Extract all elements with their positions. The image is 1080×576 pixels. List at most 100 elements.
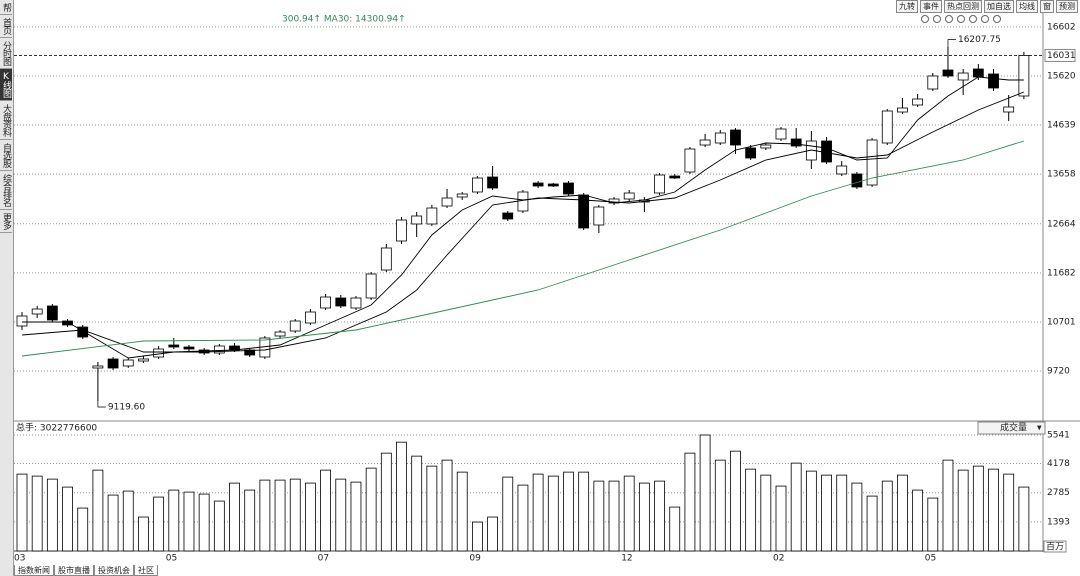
candle-body	[138, 358, 149, 362]
volume-bar	[699, 434, 711, 552]
y-tick-label: 14639	[1047, 121, 1076, 131]
volume-bar	[836, 474, 848, 552]
candle-body	[153, 348, 165, 358]
sidebar-tab[interactable]: 自选股	[0, 140, 12, 171]
tool-icon	[981, 15, 989, 23]
volume-bar	[274, 479, 286, 552]
candle-body	[897, 107, 908, 113]
candle-body	[654, 174, 665, 194]
bottom-tab[interactable]: 社区	[134, 565, 158, 576]
sidebar-tab[interactable]: 分时图	[0, 38, 12, 69]
candle-body	[380, 247, 392, 271]
volume-bar	[730, 450, 741, 552]
candle-body	[517, 191, 529, 212]
candle-body	[699, 139, 711, 146]
sidebar-tab[interactable]: 综合排名	[0, 171, 12, 210]
candle-body	[213, 345, 225, 354]
volume-bar	[912, 489, 924, 552]
volume-bar	[122, 490, 134, 552]
bottom-tabs: 指数新闻 股市直播 投资机会 社区	[14, 565, 158, 576]
candle-body	[881, 110, 893, 144]
tool-icon	[993, 15, 1001, 23]
candle-body	[471, 177, 483, 193]
y-tick-label: 10701	[1047, 317, 1076, 327]
volume-bar	[972, 465, 984, 552]
toolbar-button[interactable]: 窗	[1040, 0, 1054, 13]
candle-body	[760, 144, 772, 149]
volume-bar	[790, 462, 802, 552]
volume-bar	[213, 500, 225, 552]
candle-body	[168, 344, 180, 348]
bottom-tab[interactable]: 股市直播	[54, 565, 94, 576]
toolbar-button[interactable]: 加自选	[984, 0, 1014, 13]
volume-bar	[62, 486, 73, 552]
volume-bar	[1003, 473, 1015, 552]
y-tick-label: 16602	[1047, 22, 1076, 32]
candle-body	[942, 69, 954, 77]
toolbar-button[interactable]: 均线	[1016, 0, 1038, 13]
volume-bar	[866, 495, 878, 552]
candle-body	[122, 359, 134, 367]
candle-body	[350, 297, 362, 309]
dropdown-arrow: ▼	[1037, 425, 1042, 432]
tool-icon	[969, 15, 977, 23]
ma-text: 300.94↑ MA30: 14300.94↑	[282, 15, 406, 25]
volume-bar	[821, 474, 832, 552]
volume-bar	[289, 478, 301, 552]
toolbar-button[interactable]: 预测	[1056, 0, 1078, 13]
volume-bar	[153, 496, 165, 552]
volume-bar	[92, 469, 104, 552]
bottom-tab[interactable]: 投资机会	[94, 565, 134, 576]
x-tick-label: 07	[318, 554, 329, 564]
annotation-label: 16207.75	[958, 35, 1001, 45]
sidebar-tab[interactable]: K线图	[0, 69, 12, 101]
sidebar-tab[interactable]: 大盘资料	[0, 101, 12, 140]
volume-bar	[380, 452, 392, 552]
candle-body	[836, 165, 848, 175]
volume-bar	[623, 475, 635, 552]
candle-body	[775, 128, 787, 140]
volume-bar	[502, 476, 514, 552]
candle-body	[335, 297, 347, 307]
y-tick-label: 13658	[1047, 170, 1076, 180]
bottom-tab[interactable]: 指数新闻	[14, 565, 54, 576]
candle-body	[684, 148, 696, 173]
y-tick-label: 5541	[1047, 431, 1070, 441]
volume-bar	[335, 478, 347, 552]
volume-bar	[669, 506, 681, 552]
volume-bar	[31, 475, 43, 552]
candle-body	[411, 215, 423, 225]
toolbar-button[interactable]: 九转	[896, 0, 918, 13]
volume-bar	[198, 493, 210, 552]
volume-bar	[988, 468, 999, 552]
volume-bar	[350, 481, 362, 552]
moving-average	[21, 91, 1025, 353]
x-tick-label: 02	[773, 554, 784, 564]
volume-bar	[1018, 486, 1030, 552]
candle-body	[957, 72, 969, 81]
volume-bar	[608, 480, 620, 552]
sidebar-tab[interactable]: 更多	[0, 210, 12, 233]
sidebar-tab[interactable]: 帮	[0, 0, 12, 15]
sidebar-tab[interactable]: 首页	[0, 15, 12, 38]
volume-bar	[578, 471, 590, 552]
candle-body	[745, 147, 757, 159]
volume-bar	[426, 465, 438, 552]
volume-bar	[441, 459, 453, 552]
volume-bar	[16, 473, 28, 552]
volume-bar	[168, 489, 180, 552]
annotation-label: 9119.60	[108, 403, 145, 413]
volume-bar	[684, 452, 696, 552]
candle-body	[988, 73, 999, 89]
volume-bar	[775, 485, 787, 552]
candle-body	[563, 182, 574, 195]
toolbar-button[interactable]: 热点回测	[944, 0, 982, 13]
candle-body	[714, 132, 726, 144]
candle-body	[487, 176, 498, 189]
x-tick-label: 05	[166, 554, 177, 564]
candle-body	[92, 365, 104, 369]
toolbar-button[interactable]: 事件	[920, 0, 942, 13]
volume-bar	[138, 516, 149, 552]
y-tick-label: 2785	[1047, 488, 1070, 498]
moving-average	[21, 140, 1025, 357]
